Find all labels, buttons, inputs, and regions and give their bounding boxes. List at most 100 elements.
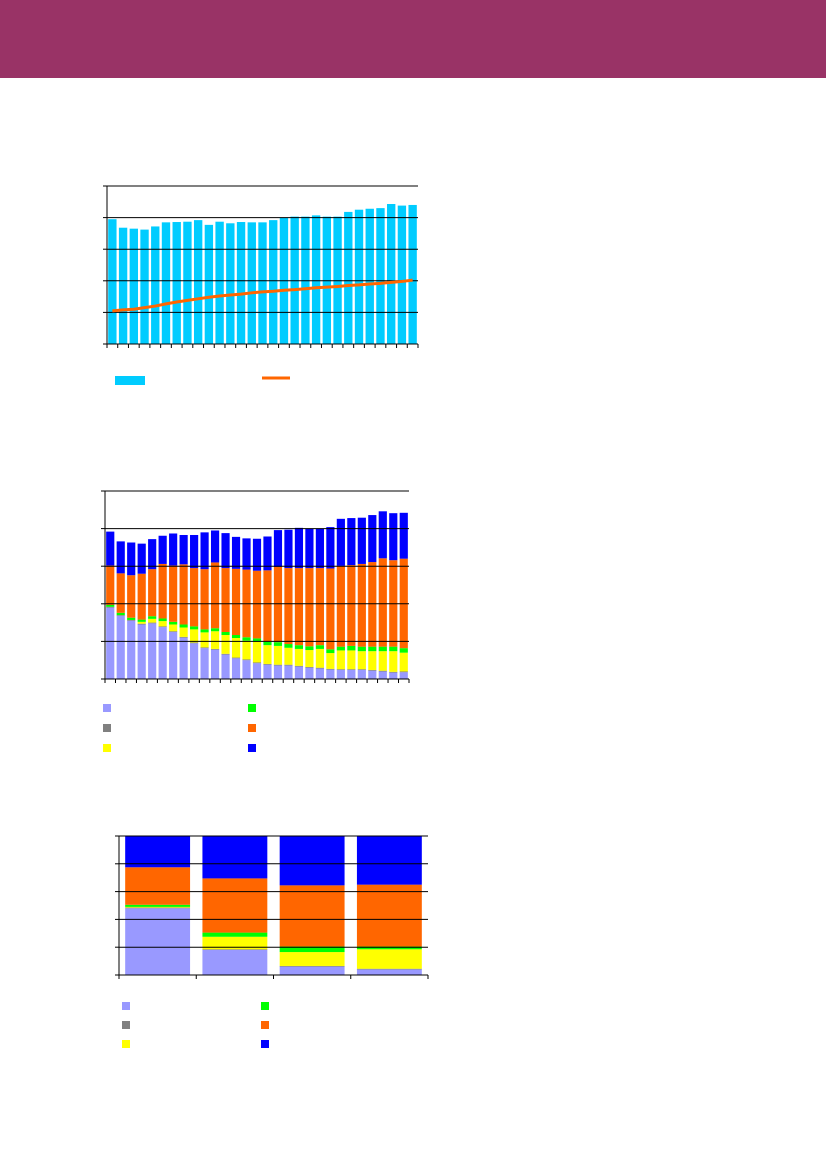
bar-segment [179, 637, 188, 679]
bar-segment [378, 670, 387, 672]
bar-segment [202, 936, 268, 950]
legend-swatch [261, 1021, 269, 1029]
bar-segment [116, 615, 125, 679]
bar-segment [116, 573, 125, 613]
bar-segment [263, 536, 272, 571]
bar-segment [273, 665, 283, 679]
bar [365, 208, 374, 344]
bar-segment [231, 568, 241, 636]
bar-segment [221, 635, 230, 654]
bar-segment [368, 562, 377, 647]
bar-segment [347, 645, 356, 651]
bar [311, 215, 321, 344]
bar [140, 229, 149, 344]
bar-segment [200, 647, 209, 649]
bar-segment [148, 539, 157, 570]
bar-segment [368, 669, 377, 671]
bar-segment [263, 570, 272, 642]
bar-segment [284, 568, 293, 645]
series-line [112, 278, 413, 313]
bar-segment [106, 604, 115, 607]
bar-segment [210, 631, 220, 649]
bar-segment [357, 517, 366, 564]
bar-segment [326, 568, 335, 650]
bar-segment [356, 836, 422, 885]
bar-segment [242, 659, 251, 661]
bar [161, 222, 171, 344]
bar-segment [169, 533, 178, 566]
bar-segment [284, 529, 293, 569]
bar-segment [368, 670, 377, 679]
bar-segment [357, 669, 366, 679]
bar [151, 226, 160, 344]
bar [193, 220, 203, 344]
legend-swatch [261, 1002, 269, 1010]
bar-segment [347, 669, 356, 679]
bar-segment [137, 623, 146, 625]
bar-segment [284, 665, 293, 679]
bar-segment [202, 932, 268, 937]
bar-segment [389, 671, 398, 673]
bar [118, 227, 128, 344]
bar-segment [389, 646, 398, 652]
bar-segment [294, 666, 304, 679]
bar-segment [106, 565, 115, 605]
legend-swatch [103, 724, 111, 732]
bar-segment [125, 908, 191, 975]
bar-segment [210, 649, 220, 679]
bar-segment [315, 645, 324, 649]
bar-segment [347, 565, 356, 646]
bar-segment [169, 565, 178, 622]
bar-segment [336, 669, 345, 679]
bar-segment [263, 645, 272, 664]
bar [204, 224, 214, 344]
bar-segment [378, 646, 387, 652]
bar-segment [125, 907, 191, 909]
bar-segment [356, 946, 422, 950]
legend-swatch [122, 1021, 130, 1029]
bar-segment [231, 638, 241, 658]
bar-segment [127, 542, 136, 576]
bar-segment [137, 624, 146, 679]
bar-segment [106, 606, 115, 608]
bar-segment [279, 952, 345, 966]
legend-swatch [122, 1002, 130, 1010]
bar-segment [368, 646, 377, 652]
bar-segment [190, 642, 199, 644]
bar-segment [399, 652, 408, 672]
bar-segment [336, 646, 345, 651]
bar-segment [158, 535, 167, 564]
bar-segment [279, 965, 345, 967]
bar [397, 205, 407, 344]
bar-segment [106, 607, 115, 679]
bar-segment [116, 541, 125, 574]
bar-segment [252, 662, 262, 664]
bar-segment [315, 568, 324, 646]
bar [376, 208, 385, 344]
bar-segment [148, 616, 157, 619]
bar-segment [202, 949, 268, 975]
bar-segment [221, 654, 230, 679]
bar [344, 211, 353, 344]
bar-segment [326, 653, 335, 669]
bar-segment [252, 538, 262, 571]
bar-segment [179, 564, 188, 625]
bar-segment [389, 651, 398, 672]
bar-segment [305, 667, 314, 679]
bar-segment [326, 527, 335, 569]
bar-segment [294, 645, 304, 649]
legend-swatch [248, 704, 256, 712]
bar-segment [347, 518, 356, 566]
bar-segment [263, 641, 272, 646]
bar [258, 222, 267, 344]
bar-segment [202, 878, 268, 933]
bar-segment [190, 534, 199, 569]
bar [236, 222, 246, 344]
bar-segment [106, 531, 115, 566]
bar-segment [137, 573, 146, 620]
bar [183, 221, 192, 344]
bar-segment [148, 623, 157, 679]
bar-segment [378, 671, 387, 679]
bar-segment [284, 664, 293, 666]
bar-segment [279, 966, 345, 975]
